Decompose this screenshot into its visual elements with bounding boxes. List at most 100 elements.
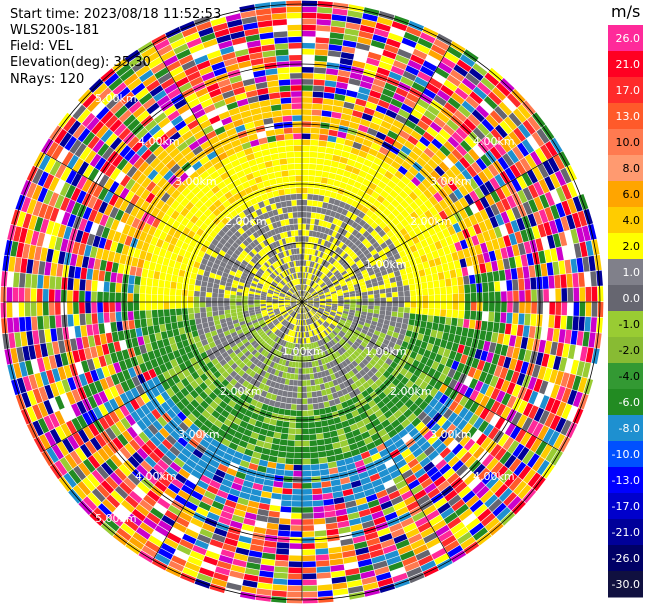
velocity-gate <box>520 337 529 350</box>
velocity-gate <box>329 287 336 292</box>
velocity-gate <box>307 303 314 306</box>
velocity-gate <box>544 412 556 428</box>
velocity-gate <box>213 572 229 582</box>
velocity-gate <box>338 278 345 283</box>
velocity-gate <box>415 172 426 183</box>
velocity-gate <box>232 558 247 568</box>
velocity-gate <box>128 320 135 330</box>
velocity-gate <box>162 224 172 234</box>
velocity-gate <box>101 343 110 355</box>
velocity-gate <box>490 190 501 203</box>
velocity-gate <box>382 208 392 217</box>
velocity-gate <box>319 325 325 331</box>
velocity-gate <box>356 92 369 101</box>
velocity-gate <box>478 371 488 383</box>
velocity-gate <box>378 61 393 71</box>
velocity-gate <box>193 302 200 308</box>
velocity-gate <box>265 392 273 400</box>
velocity-gate <box>172 268 180 276</box>
velocity-gate <box>306 306 311 311</box>
velocity-gate <box>291 303 297 307</box>
velocity-gate <box>235 471 246 480</box>
velocity-gate <box>412 359 420 368</box>
velocity-gate <box>353 341 361 348</box>
velocity-gate <box>309 248 314 255</box>
velocity-gate <box>373 28 389 38</box>
velocity-gate <box>566 181 578 198</box>
velocity-gate <box>4 348 13 365</box>
velocity-gate <box>422 60 438 72</box>
velocity-gate <box>508 335 517 347</box>
velocity-gate <box>246 562 261 570</box>
velocity-gate <box>226 348 234 355</box>
velocity-gate <box>306 305 312 309</box>
velocity-gate <box>326 375 333 382</box>
velocity-gate <box>545 447 558 463</box>
velocity-gate <box>413 407 423 417</box>
velocity-gate <box>400 199 410 209</box>
velocity-gate <box>146 412 157 424</box>
velocity-gate <box>109 302 115 313</box>
velocity-gate <box>230 362 238 370</box>
velocity-gate <box>536 459 550 476</box>
velocity-gate <box>67 214 77 228</box>
velocity-gate <box>330 289 336 293</box>
velocity-gate <box>173 441 185 452</box>
velocity-gate <box>217 414 227 424</box>
velocity-gate <box>266 338 272 344</box>
velocity-gate <box>376 195 385 204</box>
velocity-gate <box>411 331 419 339</box>
velocity-gate <box>512 279 519 291</box>
velocity-gate <box>212 297 218 302</box>
velocity-gate <box>442 263 449 272</box>
velocity-gate <box>263 384 270 392</box>
velocity-gate <box>477 123 490 136</box>
velocity-gate <box>159 363 168 373</box>
velocity-gate <box>344 231 352 239</box>
velocity-gate <box>19 273 26 288</box>
velocity-gate <box>363 348 370 355</box>
velocity-gate <box>98 201 109 214</box>
velocity-gate <box>30 288 37 302</box>
velocity-gate <box>325 305 332 309</box>
velocity-gate <box>311 482 322 489</box>
velocity-gate <box>384 458 396 469</box>
velocity-gate <box>351 167 361 175</box>
velocity-gate <box>401 433 412 443</box>
velocity-gate <box>390 282 397 288</box>
velocity-gate <box>567 198 577 214</box>
velocity-gate <box>433 116 446 128</box>
velocity-gate <box>290 349 295 356</box>
velocity-gate <box>191 490 204 501</box>
velocity-gate <box>329 552 343 560</box>
velocity-gate <box>73 302 79 314</box>
velocity-gate <box>293 305 298 310</box>
velocity-gate <box>279 325 285 331</box>
velocity-gate <box>155 394 166 405</box>
velocity-gate <box>324 278 330 283</box>
velocity-gate <box>357 503 369 512</box>
velocity-gate <box>377 428 388 438</box>
velocity-gate <box>194 307 200 314</box>
velocity-gate <box>498 487 513 502</box>
velocity-gate <box>255 313 262 317</box>
velocity-gate <box>305 306 310 311</box>
velocity-gate <box>117 263 125 274</box>
velocity-gate <box>226 467 238 477</box>
velocity-gate <box>266 305 273 308</box>
velocity-gate <box>401 124 414 135</box>
velocity-gate <box>74 266 82 279</box>
velocity-gate <box>404 561 420 572</box>
velocity-gate <box>55 276 62 290</box>
velocity-gate <box>218 366 226 375</box>
velocity-gate <box>275 287 282 291</box>
velocity-gate <box>302 24 316 31</box>
velocity-gate <box>34 216 44 232</box>
velocity-gate <box>391 217 400 226</box>
velocity-gate <box>543 367 553 382</box>
velocity-gate <box>207 544 222 555</box>
velocity-gate <box>281 396 287 403</box>
velocity-gate <box>105 427 117 441</box>
velocity-gate <box>449 269 457 279</box>
velocity-gate <box>288 309 293 314</box>
